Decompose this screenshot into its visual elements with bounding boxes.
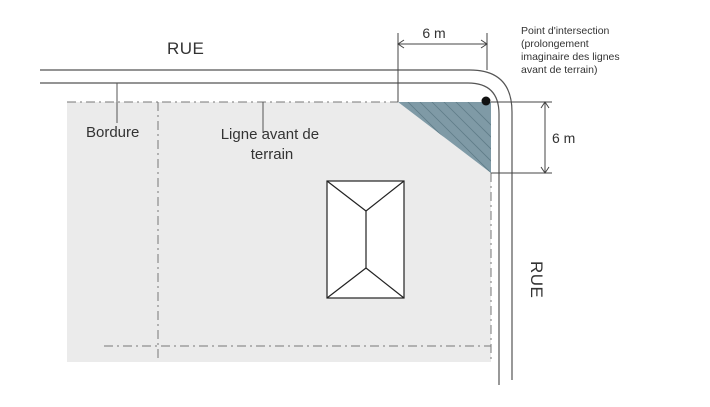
intersection-note-line-4: avant de terrain) (521, 64, 597, 76)
front-line-label-line-1: Ligne avant de (221, 126, 319, 143)
front-line-label: Ligne avant de terrain (221, 126, 324, 163)
dimension-horizontal-label: 6 m (422, 25, 445, 41)
intersection-point (481, 96, 491, 106)
street-curb-outer (40, 69, 513, 380)
house-roof (326, 180, 405, 299)
dimension-vertical-label: 6 m (552, 130, 575, 146)
dimension-horizontal (397, 33, 488, 102)
street-curb-inner (40, 82, 500, 385)
intersection-note-line-1: Point d'intersection (521, 25, 610, 37)
street-label-right: RUE (527, 261, 546, 298)
dimension-vertical (491, 101, 552, 174)
street-label-top: RUE (167, 39, 204, 58)
intersection-note-line-2: (prolongement (521, 38, 589, 50)
curb-label: Bordure (86, 124, 139, 141)
front-lot-lines (67, 101, 492, 362)
intersection-note: Point d'intersection (prolongement imagi… (521, 25, 623, 76)
intersection-note-line-3: imaginaire des lignes (521, 51, 620, 63)
front-line-label-line-2: terrain (251, 146, 294, 163)
